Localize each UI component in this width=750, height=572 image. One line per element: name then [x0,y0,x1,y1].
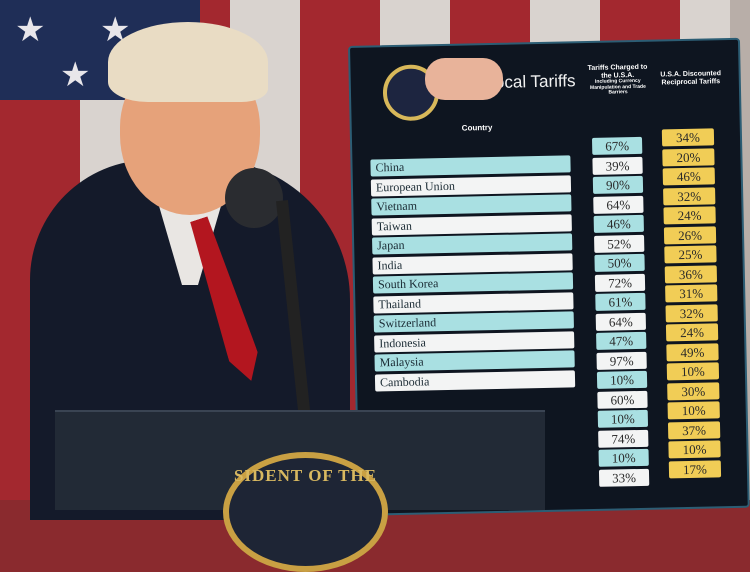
charged-cell: 74% [598,429,649,448]
country-row: Thailand [373,291,574,314]
person-hair [108,22,268,102]
charged-cell: 97% [596,351,647,370]
person-hand [425,58,503,100]
charged-cell: 52% [594,234,645,253]
discounted-cell: 32% [665,303,718,322]
discounted-cell: 37% [667,420,721,439]
country-row: Indonesia [374,330,575,353]
country-header: Country [461,122,493,133]
charged-cell: 67% [591,136,643,155]
charged-cell: 46% [593,214,644,233]
country-row: South Korea [372,272,574,294]
discounted-cell: 32% [663,186,716,205]
charged-cell: 10% [596,370,648,389]
discounted-cell: 31% [665,284,718,303]
charged-cell: 33% [598,468,650,487]
charged-cell: 72% [594,273,646,292]
charged-header-text: Tariffs Charged to the U.S.A. [587,63,648,80]
charged-cell: 60% [597,390,648,409]
charged-subheader: Including Currency Manipulation and Trad… [589,78,646,96]
discounted-cell: 17% [668,459,722,478]
charged-column: 67% 39% 90% 64% 46% 52% 50% 72% 61% 64% 47% 97% 10% 6… [591,136,650,489]
discounted-cell: 46% [662,167,715,186]
country-row: Taiwan [371,213,572,236]
discounted-cell: 49% [666,342,719,361]
discounted-cell: 24% [665,323,719,342]
discounted-cell: 10% [667,401,720,420]
country-row: Vietnam [371,194,572,216]
country-row: European Union [370,174,572,197]
country-row: Japan [372,233,573,255]
discounted-cell: 30% [667,381,720,400]
charged-header: Tariffs Charged to the U.S.A. Including C… [582,64,653,97]
microphone [225,168,283,228]
charged-cell: 64% [593,195,644,214]
podium-seal: SIDENT OF THE [223,452,388,572]
podium: SIDENT OF THE [55,410,545,572]
charged-cell: 90% [592,175,644,194]
charged-cell: 61% [595,292,646,311]
country-list: China European Union Vietnam Taiwan Japan Ind… [370,155,576,393]
charged-cell: 64% [595,312,646,331]
country-row: India [372,252,573,275]
discounted-cell: 26% [663,225,717,244]
discounted-cell: 34% [661,128,715,147]
discounted-cell: 10% [668,440,721,459]
discounted-cell: 20% [662,147,715,166]
country-row: China [370,155,571,177]
discounted-cell: 10% [666,362,720,381]
discounted-column: 34% 20% 46% 32% 24% 26% 25% 36% 31% 32% 24% 49% 10% 3… [661,128,722,480]
charged-cell: 50% [594,253,645,272]
charged-cell: 39% [592,156,643,175]
discounted-cell: 24% [663,206,716,225]
discounted-cell: 25% [664,245,717,264]
charged-cell: 10% [598,448,649,467]
discount-header: U.S.A. Discounted Reciprocal Tariffs [660,70,722,87]
charged-cell: 10% [597,409,649,428]
country-row: Cambodia [374,369,576,392]
country-row: Malaysia [374,350,575,372]
country-row: Switzerland [373,311,574,333]
charged-cell: 47% [596,331,647,350]
discounted-cell: 36% [664,264,718,283]
